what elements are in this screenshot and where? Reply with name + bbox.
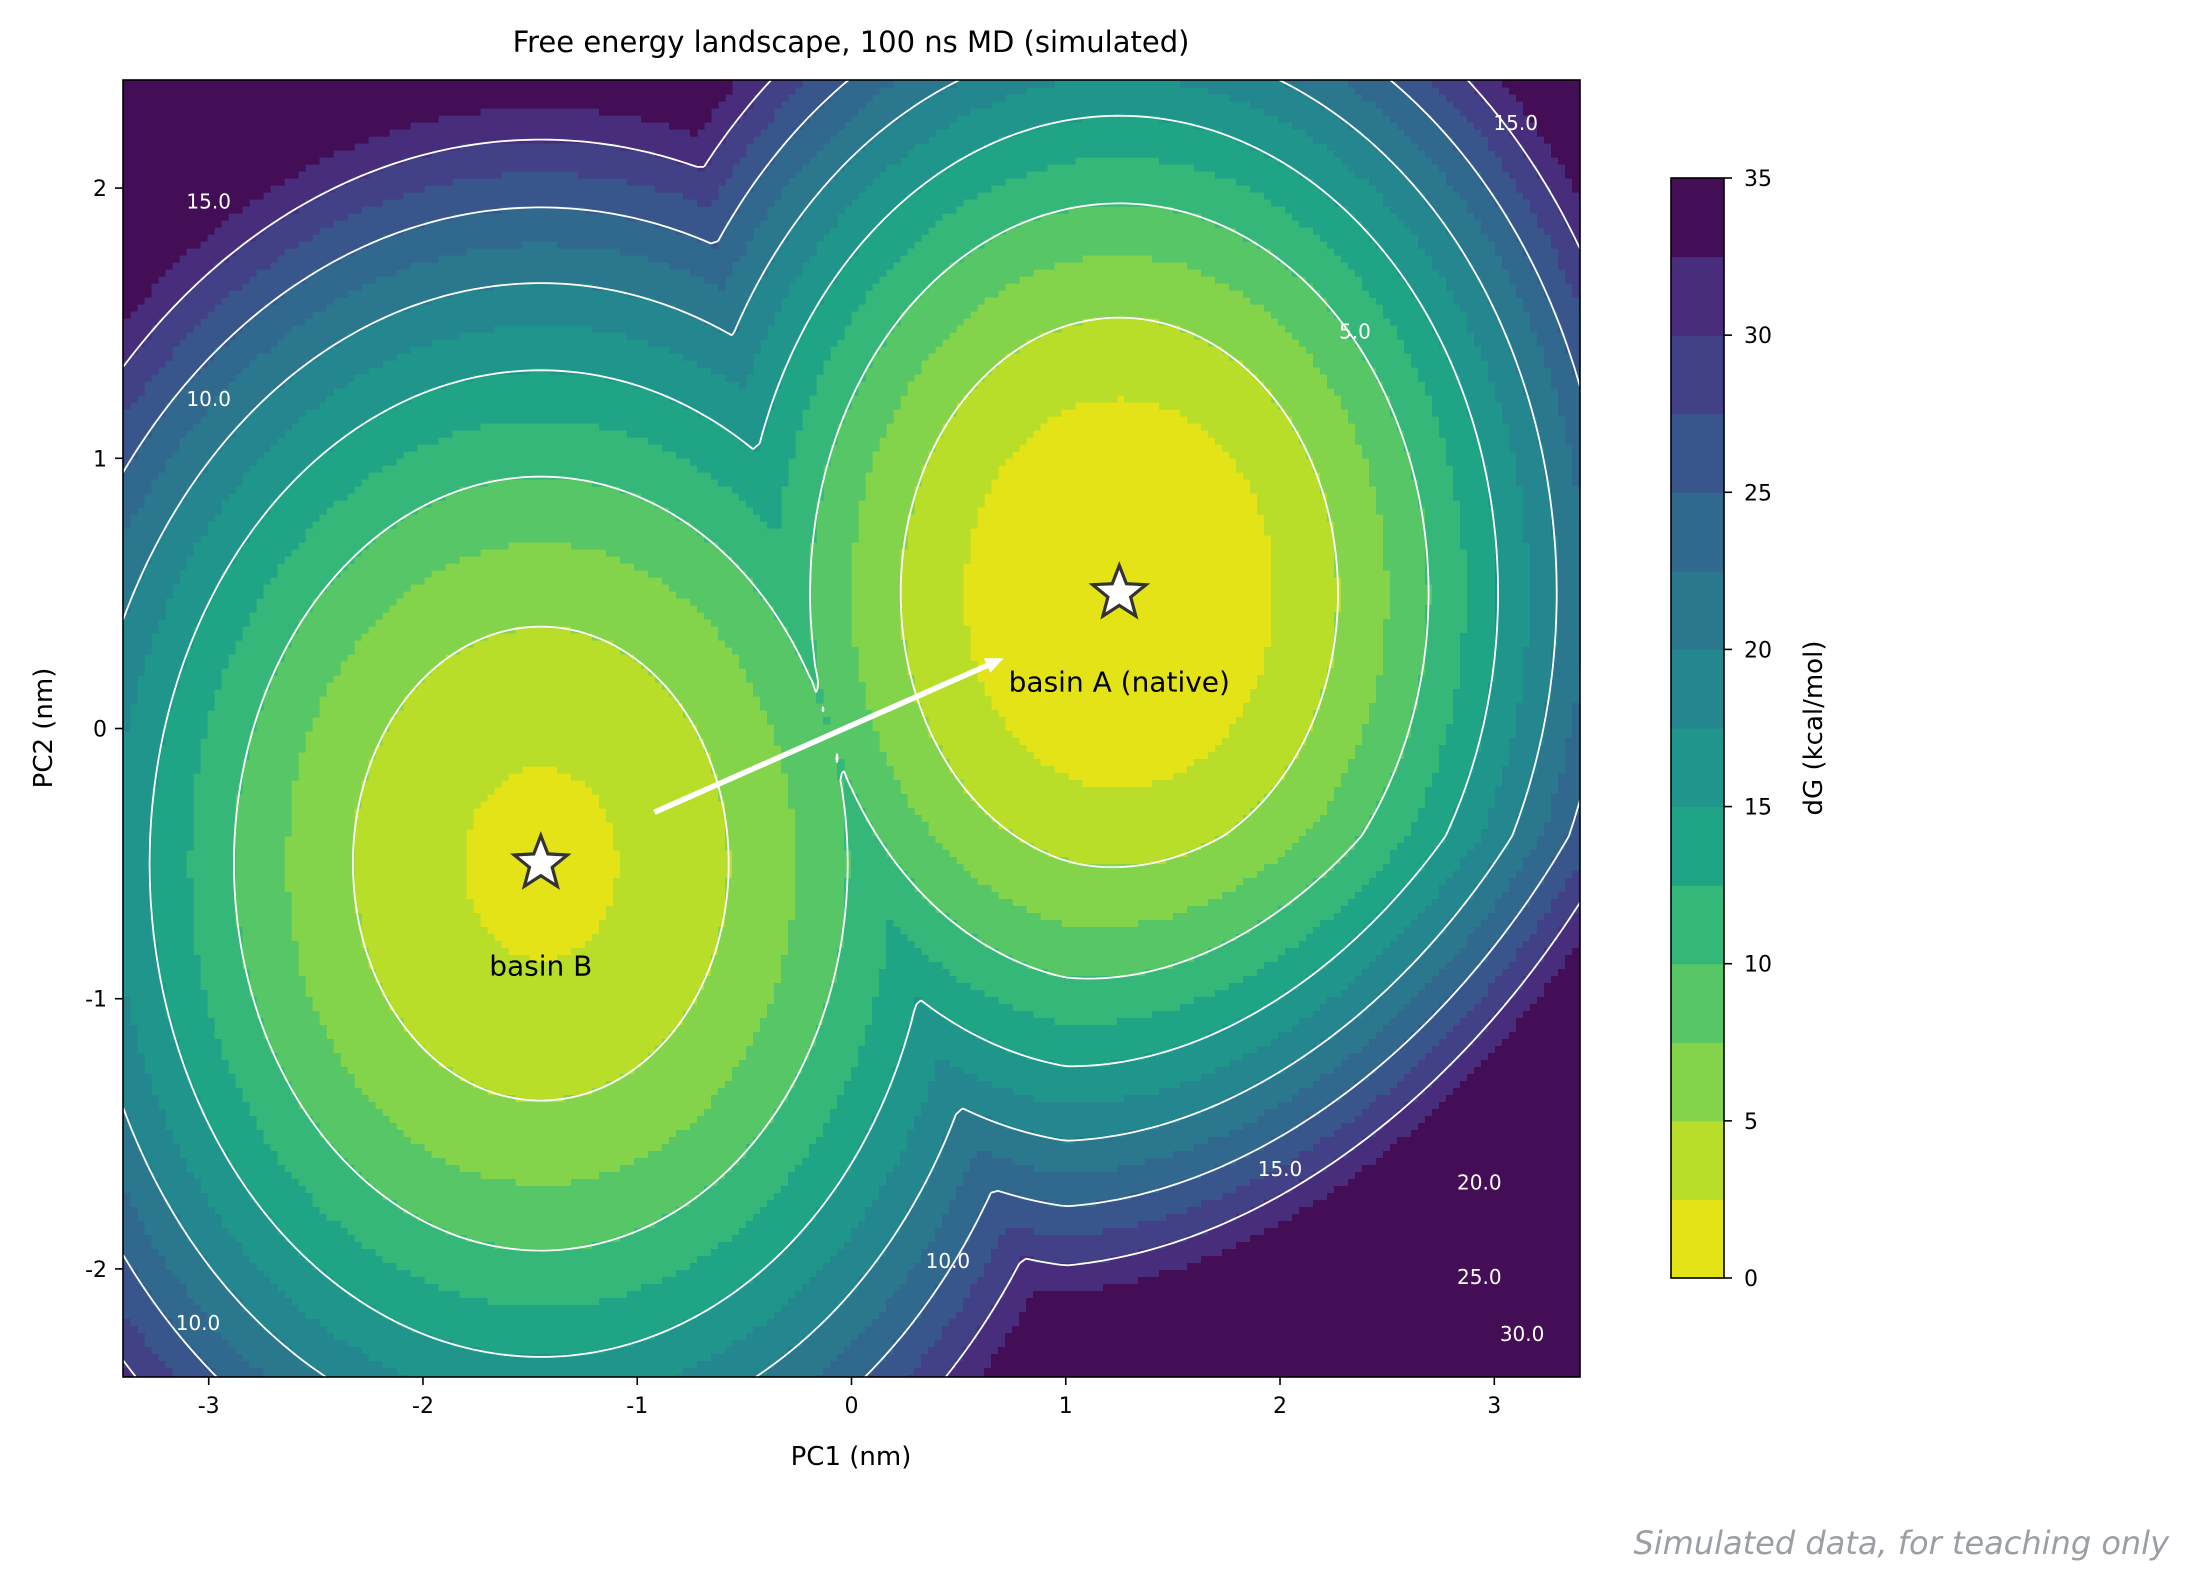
contour-line-15 xyxy=(148,114,1499,1358)
contour-label: 15.0 xyxy=(186,190,231,214)
contour-plot-area xyxy=(123,80,1580,1377)
basin-a-label: basin A (native) xyxy=(1009,665,1230,698)
colorbar-segment xyxy=(1671,806,1724,886)
contour-band-5 xyxy=(284,255,1391,1187)
colorbar-segment xyxy=(1671,492,1724,572)
colorbar-title: dG (kcal/mol) xyxy=(1799,641,1829,816)
y-axis-title: PC2 (nm) xyxy=(29,668,59,789)
basin-markers xyxy=(509,560,1151,890)
colorbar-tick-label: 15 xyxy=(1744,796,1772,821)
contour-line-30 xyxy=(123,80,1580,1377)
colorbar-segment xyxy=(1671,178,1724,258)
contour-label: 10.0 xyxy=(186,387,231,411)
arrow-shaft xyxy=(653,662,989,815)
chart-title: Free energy landscape, 100 ns MD (simula… xyxy=(513,25,1190,59)
contour-label: 10.0 xyxy=(176,1311,221,1335)
arrow-head xyxy=(983,658,1004,673)
colorbar-tick-label: 0 xyxy=(1744,1267,1758,1292)
colorbar: 0 5 10 15 20 25 30 35 xyxy=(1670,167,1772,1292)
contour-fill-layer xyxy=(123,80,1580,1377)
x-tick-label: -2 xyxy=(412,1394,434,1419)
colorbar-segment xyxy=(1671,649,1724,729)
contour-label: 15.0 xyxy=(1493,111,1538,135)
contour-band-12.5 xyxy=(151,115,1496,1355)
x-tick-label: -3 xyxy=(198,1394,220,1419)
basin-a-star xyxy=(1088,560,1151,620)
x-axis-title: PC1 (nm) xyxy=(791,1442,912,1472)
contour-label-layer: 15.0 10.0 5.0 15.0 10.0 10.0 15.0 20.0 25.0 30.0 xyxy=(176,111,1545,1346)
x-tick-label: 1 xyxy=(1059,1394,1073,1419)
contour-band-0 xyxy=(466,395,1272,963)
colorbar-frame xyxy=(1670,177,1725,1279)
contour-line-20 xyxy=(123,80,1558,1377)
x-tick-label: 2 xyxy=(1273,1394,1287,1419)
contour-line-25 xyxy=(123,80,1580,1377)
colorbar-tick-label: 30 xyxy=(1744,324,1772,349)
colorbar-tick-label: 5 xyxy=(1744,1110,1758,1135)
colorbar-segment xyxy=(1671,1120,1724,1200)
colorbar-tick-label: 20 xyxy=(1744,638,1772,663)
colorbar-tick-label: 35 xyxy=(1744,167,1772,192)
contour-label: 5.0 xyxy=(1339,319,1371,343)
contour-band-2.5 xyxy=(354,318,1342,1103)
y-tick-label: 2 xyxy=(93,177,107,202)
colorbar-segment xyxy=(1671,728,1724,808)
x-axis: -3 -2 -1 0 1 2 3 xyxy=(198,1377,1501,1419)
y-tick-label: 0 xyxy=(93,718,107,743)
colorbar-tick-label: 25 xyxy=(1744,481,1772,506)
y-tick-label: -1 xyxy=(85,988,107,1013)
contour-label: 20.0 xyxy=(1457,1171,1502,1195)
basin-b-star xyxy=(509,831,572,890)
x-tick-label: -1 xyxy=(626,1394,648,1419)
colorbar-segment xyxy=(1671,963,1724,1043)
contour-band-7.5 xyxy=(235,206,1433,1250)
contour-line-layer xyxy=(123,80,1580,1377)
transition-arrow xyxy=(653,658,1004,815)
colorbar-segment xyxy=(1671,1199,1724,1279)
colorbar-segment xyxy=(1671,1042,1724,1122)
contour-label: 15.0 xyxy=(1258,1157,1303,1181)
basin-b-label: basin B xyxy=(489,950,592,983)
contour-band-32.5 xyxy=(123,80,1580,1377)
contour-label: 25.0 xyxy=(1457,1265,1502,1289)
colorbar-segment xyxy=(1671,413,1724,493)
x-tick-label: 3 xyxy=(1487,1394,1501,1419)
watermark-text: Simulated data, for teaching only xyxy=(1633,1524,2169,1562)
y-tick-label: 1 xyxy=(93,447,107,472)
contour-label: 10.0 xyxy=(926,1249,971,1273)
y-axis: -2 -1 0 1 2 xyxy=(85,177,123,1283)
colorbar-segment xyxy=(1671,885,1724,965)
colorbar-segment xyxy=(1671,256,1724,336)
contour-label: 30.0 xyxy=(1500,1322,1545,1346)
contour-line-5 xyxy=(352,316,1339,1102)
x-tick-label: 0 xyxy=(845,1394,859,1419)
colorbar-tick-label: 10 xyxy=(1744,953,1772,978)
contour-band-30 xyxy=(123,80,1580,1377)
colorbar-segment xyxy=(1671,570,1724,650)
contour-band-15 xyxy=(123,80,1531,1377)
contour-band-17.5 xyxy=(123,80,1559,1377)
y-tick-label: -2 xyxy=(85,1258,107,1283)
contour-line-10 xyxy=(233,202,1430,1252)
colorbar-segment xyxy=(1671,335,1724,415)
